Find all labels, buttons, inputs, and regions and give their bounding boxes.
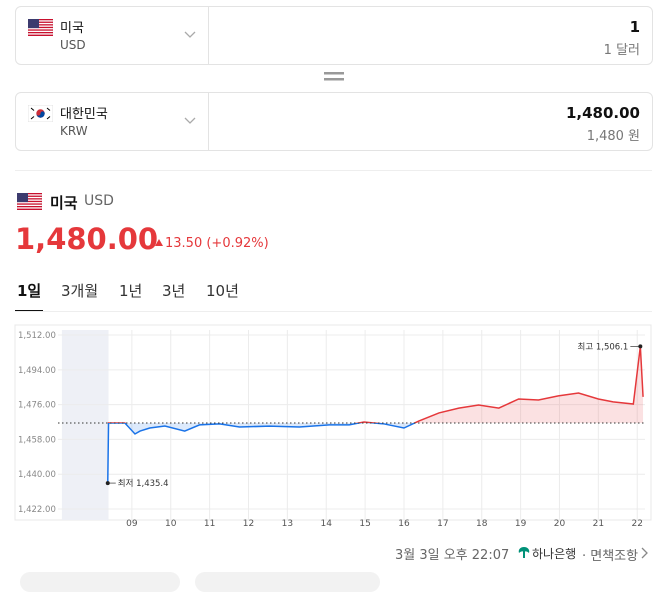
- amount[interactable]: 1,480.00: [565, 104, 640, 122]
- x-tick-label: 19: [515, 519, 527, 529]
- x-tick-label: 11: [204, 519, 215, 529]
- timestamp: 3월 3일 오후 22:07: [395, 548, 510, 563]
- chevron: [184, 117, 196, 124]
- from-select[interactable]: 미국 USD: [16, 7, 209, 64]
- us-flag: [28, 19, 53, 36]
- change: 13.50 (+0.92%): [165, 236, 269, 251]
- x-tick-label: 14: [321, 519, 333, 529]
- x-tick-label: 17: [437, 519, 448, 529]
- x-tick-label: 15: [359, 519, 370, 529]
- x-tick-label: 13: [282, 519, 293, 529]
- bank-name: 하나은행: [532, 547, 577, 561]
- to-currency: 대한민국 KRW 1,480.00 1,480 원: [15, 92, 653, 151]
- button[interactable]: [20, 572, 180, 592]
- annotation-point: [105, 481, 110, 486]
- from-currency: 미국 USD 1 1 달러: [15, 6, 653, 65]
- y-tick-label: 1,422.00: [18, 505, 56, 515]
- tab[interactable]: 3년: [162, 282, 186, 300]
- y-tick-label: 1,458.00: [18, 435, 56, 445]
- plot-frame: [14, 324, 652, 521]
- x-tick-label: 20: [554, 519, 566, 529]
- annotation-point: [638, 344, 643, 349]
- tab[interactable]: 1년: [119, 282, 143, 300]
- x-tick-label: 21: [593, 519, 604, 529]
- x-tick-label: 12: [243, 519, 254, 529]
- country-name: 미국: [60, 21, 84, 36]
- x-tick-label: 09: [126, 519, 138, 529]
- tab[interactable]: 10년: [206, 282, 239, 300]
- currency-code: USD: [60, 38, 86, 52]
- chevron: [184, 31, 196, 38]
- country-name: 대한민국: [60, 107, 108, 122]
- y-tick-label: 1,494.00: [18, 366, 56, 376]
- tab[interactable]: 3개월: [61, 282, 99, 300]
- x-tick-label: 18: [476, 519, 488, 529]
- area: [107, 346, 644, 484]
- y-tick-label: 1,440.00: [18, 470, 56, 480]
- annotation-label: 최저 1,435.4: [118, 478, 169, 489]
- amount-text: 1 달러: [603, 43, 640, 58]
- equals-icon: [324, 72, 344, 81]
- kr-flag: [28, 105, 53, 122]
- page: 미국 USD 1 1 달러 대한민국 KRW 1,480.00 1,480 원 …: [14, 6, 653, 592]
- us-flag: [17, 193, 42, 210]
- tab[interactable]: 1일: [17, 282, 42, 300]
- disclaimer[interactable]: · 면책조항: [582, 549, 639, 564]
- annotation-label: 최고 1,506.1: [578, 341, 629, 352]
- up-arrow: [155, 239, 163, 246]
- x-tick-label: 22: [631, 519, 642, 529]
- x-tick-label: 10: [165, 519, 177, 529]
- night-band: [61, 330, 109, 520]
- to-select[interactable]: 대한민국 KRW: [16, 93, 209, 150]
- button[interactable]: [195, 572, 380, 592]
- amount-text: 1,480 원: [586, 129, 640, 144]
- y-tick-label: 1,476.00: [18, 401, 56, 411]
- x-tick-label: 16: [398, 519, 410, 529]
- summary-code: USD: [84, 193, 114, 209]
- currency-code: KRW: [60, 124, 88, 138]
- chart: 1,422.00 1,440.00 1,458.00 1,476.00 1,494.00…: [14, 324, 652, 529]
- amount[interactable]: 1: [629, 18, 640, 36]
- bank-logo: [518, 547, 530, 558]
- rate: 1,480.00: [15, 222, 159, 256]
- divider: [15, 311, 652, 312]
- divider: [15, 170, 652, 171]
- chevron: [641, 547, 648, 559]
- y-tick-label: 1,512.00: [18, 331, 56, 341]
- summary-country: 미국: [50, 194, 78, 212]
